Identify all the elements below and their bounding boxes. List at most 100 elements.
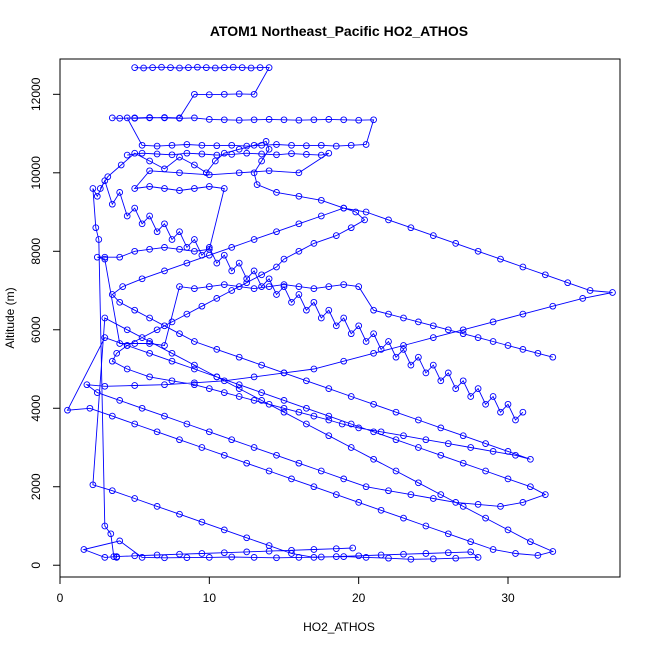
data-point <box>138 334 146 341</box>
data-point <box>280 283 288 290</box>
data-point <box>295 459 303 467</box>
data-point <box>452 240 460 247</box>
data-point <box>310 483 318 491</box>
data-point <box>138 149 146 157</box>
data-point <box>83 381 91 389</box>
data-point <box>176 436 183 444</box>
data-point <box>325 283 333 290</box>
data-point <box>191 365 198 373</box>
data-point <box>138 220 146 228</box>
data-point <box>176 550 183 558</box>
data-point <box>131 340 139 347</box>
data-point <box>422 436 430 444</box>
data-point <box>198 550 206 557</box>
data-point <box>459 459 467 467</box>
data-point <box>101 253 109 261</box>
data-point <box>250 285 258 292</box>
data-point <box>474 247 482 255</box>
data-point <box>310 116 318 124</box>
data-point <box>317 553 325 561</box>
data-point <box>310 298 318 306</box>
data-point <box>250 90 258 98</box>
data-point <box>355 424 363 432</box>
data-point <box>392 353 400 361</box>
data-point <box>161 244 168 251</box>
data-point <box>400 432 407 440</box>
data-point <box>131 420 139 428</box>
data-point <box>131 247 139 255</box>
data-point <box>250 373 258 381</box>
data-point <box>258 141 265 149</box>
data-point <box>429 322 437 330</box>
data-point <box>385 554 392 562</box>
data-point <box>527 455 534 463</box>
series-line-2 <box>92 179 524 558</box>
data-point <box>176 228 183 236</box>
data-point <box>116 298 124 306</box>
data-point <box>205 554 213 561</box>
data-point <box>385 216 392 224</box>
data-point <box>131 204 139 212</box>
data-point <box>198 444 206 451</box>
data-point <box>415 318 422 326</box>
data-point <box>161 322 168 330</box>
data-point <box>265 64 273 71</box>
data-point <box>437 377 445 385</box>
data-point <box>146 373 153 381</box>
data-point <box>101 255 109 263</box>
data-point <box>116 114 124 122</box>
data-point <box>243 459 251 467</box>
data-point <box>467 444 475 451</box>
data-point <box>310 285 318 292</box>
data-point <box>317 151 325 159</box>
data-point <box>489 318 497 326</box>
data-point <box>213 373 221 381</box>
data-point <box>340 357 348 365</box>
data-point <box>362 208 370 216</box>
data-layer <box>64 63 616 563</box>
data-point <box>459 326 467 334</box>
data-point <box>385 310 392 318</box>
data-point <box>116 537 124 545</box>
data-point <box>229 63 237 71</box>
data-point <box>243 548 251 556</box>
x-axis: 0 10 20 30 <box>57 576 515 605</box>
data-point <box>347 393 355 400</box>
data-point <box>422 369 430 377</box>
data-point <box>437 451 445 459</box>
data-point <box>198 518 206 526</box>
data-point <box>191 381 198 389</box>
data-point <box>362 554 370 561</box>
data-point <box>444 369 452 377</box>
data-point <box>497 255 504 263</box>
data-point <box>123 365 131 373</box>
data-point <box>161 412 168 420</box>
data-point <box>489 448 497 455</box>
data-point <box>220 251 228 259</box>
data-point <box>113 554 121 561</box>
data-point <box>228 244 236 251</box>
data-point <box>191 361 198 369</box>
data-point <box>168 357 176 365</box>
data-point <box>355 499 363 506</box>
data-point <box>489 338 497 345</box>
data-point <box>519 408 527 416</box>
data-point <box>265 400 273 408</box>
data-point <box>202 64 210 71</box>
data-point <box>191 114 198 122</box>
data-point <box>191 185 198 192</box>
data-point <box>220 549 228 557</box>
y-tick-label: 6000 <box>29 316 43 343</box>
data-point <box>176 114 183 122</box>
data-point <box>429 555 437 563</box>
data-point <box>168 377 176 385</box>
data-point <box>101 334 109 341</box>
data-point <box>101 314 109 322</box>
data-point <box>101 554 109 561</box>
data-point <box>138 404 146 412</box>
data-point <box>541 271 549 279</box>
data-point <box>303 151 310 158</box>
data-point <box>220 64 228 71</box>
data-point <box>258 397 265 404</box>
data-point <box>235 169 243 177</box>
